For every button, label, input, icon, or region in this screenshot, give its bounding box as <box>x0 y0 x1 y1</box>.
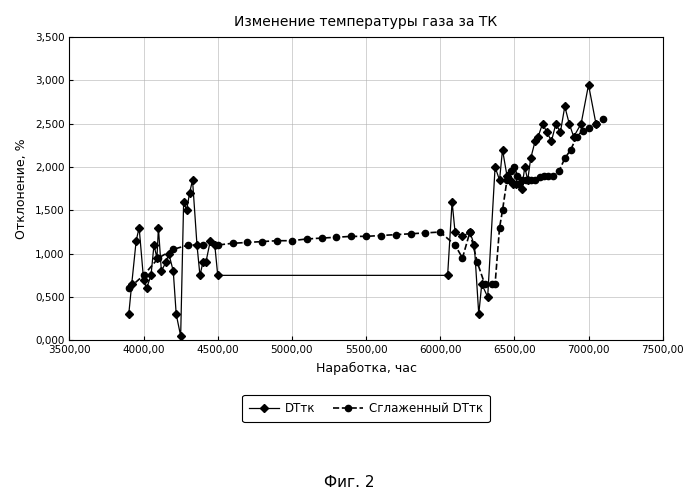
Y-axis label: Отклонение, %: Отклонение, % <box>15 138 28 239</box>
DTтк <box>124 312 133 318</box>
Title: Изменение температуры газа за ТК: Изменение температуры газа за ТК <box>234 15 498 29</box>
Сглаженный DTтк <box>599 116 607 122</box>
DTтк <box>199 260 207 266</box>
Сглаженный DTтк <box>124 286 133 292</box>
DTтк <box>584 82 593 88</box>
DTтк <box>592 120 600 126</box>
Сглаженный DTтк <box>510 164 519 170</box>
Сглаженный DTтк <box>522 177 531 183</box>
DTтк <box>496 177 504 183</box>
Legend: DTтк, Сглаженный DTтк: DTтк, Сглаженный DTтк <box>243 394 490 422</box>
Сглаженный DTтк <box>347 234 355 239</box>
DTтк <box>172 312 180 318</box>
DTтк <box>552 120 560 126</box>
Text: Фиг. 2: Фиг. 2 <box>324 475 375 490</box>
X-axis label: Наработка, час: Наработка, час <box>315 362 417 375</box>
DTтк <box>176 333 185 339</box>
Сглаженный DTтк <box>288 238 296 244</box>
Line: DTтк: DTтк <box>126 82 599 339</box>
Line: Сглаженный DTтк: Сглаженный DTтк <box>126 116 607 292</box>
Сглаженный DTтк <box>362 234 370 239</box>
DTтк <box>164 250 173 256</box>
Сглаженный DTтк <box>592 120 600 126</box>
DTтк <box>475 312 483 318</box>
